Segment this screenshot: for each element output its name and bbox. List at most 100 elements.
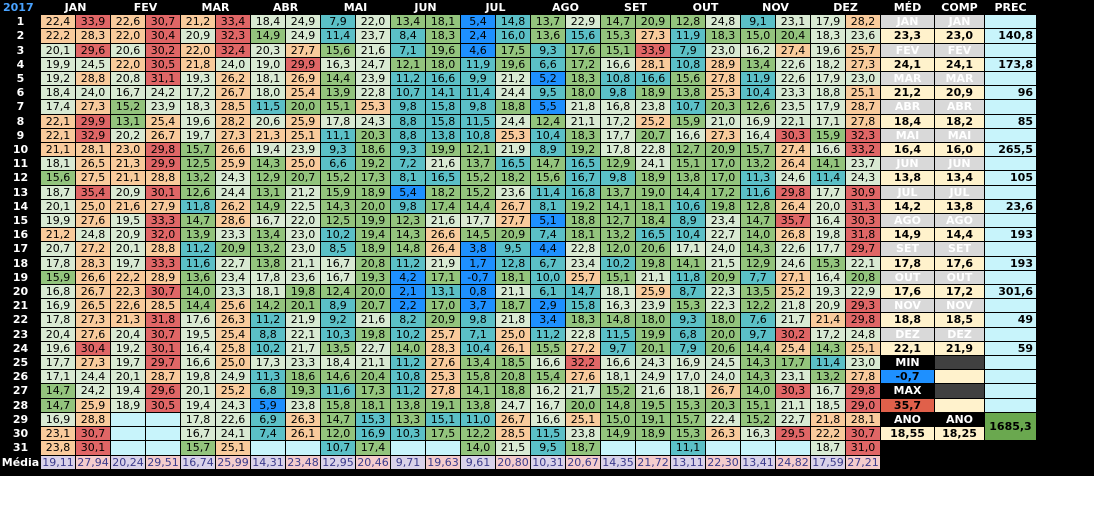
min-temp-cell: 13,4 <box>390 14 426 30</box>
min-temp-cell: 11,1 <box>670 440 706 456</box>
prec-month-value: 173,8 <box>984 56 1037 73</box>
max-temp-cell: 23,6 <box>845 28 881 44</box>
max-temp-cell: 17,3 <box>355 383 391 399</box>
prec-spacer <box>984 298 1037 314</box>
media-max-value: 23,48 <box>285 454 321 470</box>
max-temp-cell: 24,3 <box>635 355 671 371</box>
max-temp-cell: 18,9 <box>635 426 671 442</box>
max-temp-cell: 21,7 <box>565 383 601 399</box>
min-temp-cell: 14,5 <box>460 227 496 243</box>
max-temp-cell: 26,7 <box>215 85 251 101</box>
prec-spacer <box>984 14 1037 30</box>
max-temp-cell: 27,8 <box>705 71 741 87</box>
min-temp-cell: 15,2 <box>460 184 496 200</box>
table-row: 21 16,9 26,5 22,6 28,5 14,4 25,6 14,2 20,1 8,9 20,… <box>0 298 1037 314</box>
media-min-value: 9,71 <box>390 454 426 470</box>
min-temp-cell: 15,3 <box>670 397 706 413</box>
min-temp-cell: 18,4 <box>250 14 286 30</box>
med-month-label: NOV <box>880 298 935 314</box>
comp-month-value: 20,9 <box>934 85 985 101</box>
max-temp-cell: 20,3 <box>705 397 741 413</box>
max-temp-cell: 33,2 <box>845 142 881 158</box>
min-temp-cell: 21,3 <box>110 156 146 172</box>
min-temp-cell: 10,8 <box>670 56 706 73</box>
min-temp-cell: 15,2 <box>320 170 356 186</box>
med-month-value: 24,1 <box>880 56 935 73</box>
max-temp-cell: 21,8 <box>565 99 601 115</box>
day-label: 12 <box>0 170 41 186</box>
max-temp-cell: 23,8 <box>635 99 671 115</box>
min-temp-cell: 13,4 <box>740 56 776 73</box>
min-temp-cell: 13,7 <box>530 14 566 30</box>
min-temp-cell: 17,8 <box>600 142 636 158</box>
max-temp-cell: 27,3 <box>75 99 111 115</box>
min-temp-cell: 19,2 <box>110 340 146 357</box>
max-temp-cell: 21,9 <box>285 312 321 328</box>
min-temp-cell: 15,6 <box>530 170 566 186</box>
min-temp-cell: 20,2 <box>110 127 146 144</box>
max-temp-cell: 16,7 <box>565 170 601 186</box>
min-temp-cell: 11,2 <box>530 326 566 342</box>
min-temp-cell: 13,2 <box>600 227 636 243</box>
min-temp-cell: 20,8 <box>110 71 146 87</box>
max-temp-cell: 23,9 <box>285 142 321 158</box>
max-temp-cell: 21,6 <box>635 383 671 399</box>
max-temp-cell: 25,3 <box>705 85 741 101</box>
max-temp-cell: 33,9 <box>635 42 671 58</box>
min-temp-cell: 17,9 <box>810 99 846 115</box>
max-temp-cell: 30,3 <box>775 127 811 144</box>
max-temp-cell: 26,2 <box>215 71 251 87</box>
prec-spacer <box>984 127 1037 144</box>
max-temp-cell: 26,1 <box>285 426 321 442</box>
min-temp-cell: 17,1 <box>40 369 76 385</box>
min-temp-cell: 9,1 <box>740 14 776 30</box>
min-temp-cell: 21,3 <box>250 127 286 144</box>
max-temp-cell: 21,7 <box>775 312 811 328</box>
min-temp-cell: 23,1 <box>40 426 76 442</box>
min-temp-cell: 13,8 <box>250 255 286 271</box>
month-header-set: SET <box>600 0 671 16</box>
day-label: 8 <box>0 113 41 129</box>
max-temp-cell: 25,0 <box>285 156 321 172</box>
min-temp-cell: 14,8 <box>600 312 636 328</box>
min-temp-cell: 14,7 <box>530 156 566 172</box>
media-max-value: 20,46 <box>355 454 391 470</box>
min-temp-cell: 9,2 <box>320 312 356 328</box>
min-temp-cell: 14,3 <box>740 369 776 385</box>
min-temp-cell: 20,1 <box>110 241 146 257</box>
max-temp-cell: 30,1 <box>145 340 181 357</box>
prec-month-value: 59 <box>984 340 1037 357</box>
max-temp-cell: 20,9 <box>495 227 531 243</box>
min-temp-cell: 6,1 <box>530 284 566 300</box>
max-temp-cell: 21,1 <box>775 397 811 413</box>
table-row: 4 19,9 24,5 22,0 30,5 21,8 24,0 19,0 29,9 16,3 24,… <box>0 56 1037 73</box>
min-temp-cell: 14,0 <box>740 383 776 399</box>
max-temp-cell: 24,0 <box>75 85 111 101</box>
max-temp-cell: 24,1 <box>635 156 671 172</box>
min-temp-cell: 15,3 <box>600 28 636 44</box>
min-temp-cell: 10,3 <box>390 426 426 442</box>
max-temp-cell: 19,5 <box>635 397 671 413</box>
min-temp-cell: 18,0 <box>250 85 286 101</box>
max-temp-cell: 23,0 <box>845 355 881 371</box>
max-temp-cell: 28,3 <box>425 340 461 357</box>
max-temp-cell: 17,0 <box>425 298 461 314</box>
header-row: 2017 JAN FEV MAR ABR MAI JUN JUL AGO SET OUT NOV DEZ… <box>0 0 1037 16</box>
max-temp-cell: 23,1 <box>775 369 811 385</box>
min-temp-cell: 12,9 <box>250 170 286 186</box>
max-temp-cell: 22,8 <box>565 326 601 342</box>
min-temp-cell: 14,1 <box>810 156 846 172</box>
max-temp-cell: 26,7 <box>495 411 531 428</box>
media-max-value: 25,99 <box>215 454 251 470</box>
min-temp-cell: 14,9 <box>250 198 286 215</box>
min-temp-cell: 10,2 <box>390 326 426 342</box>
min-temp-cell: 22,2 <box>110 269 146 286</box>
empty-cell <box>285 440 321 456</box>
min-temp-cell: 16,2 <box>740 42 776 58</box>
min-temp-cell: 20,0 <box>810 198 846 215</box>
max-temp-cell: 22,0 <box>355 14 391 30</box>
day-label: 10 <box>0 142 41 158</box>
max-temp-cell: 13,1 <box>425 284 461 300</box>
max-temp-cell: 27,3 <box>845 56 881 73</box>
max-temp-cell: 25,9 <box>75 397 111 413</box>
